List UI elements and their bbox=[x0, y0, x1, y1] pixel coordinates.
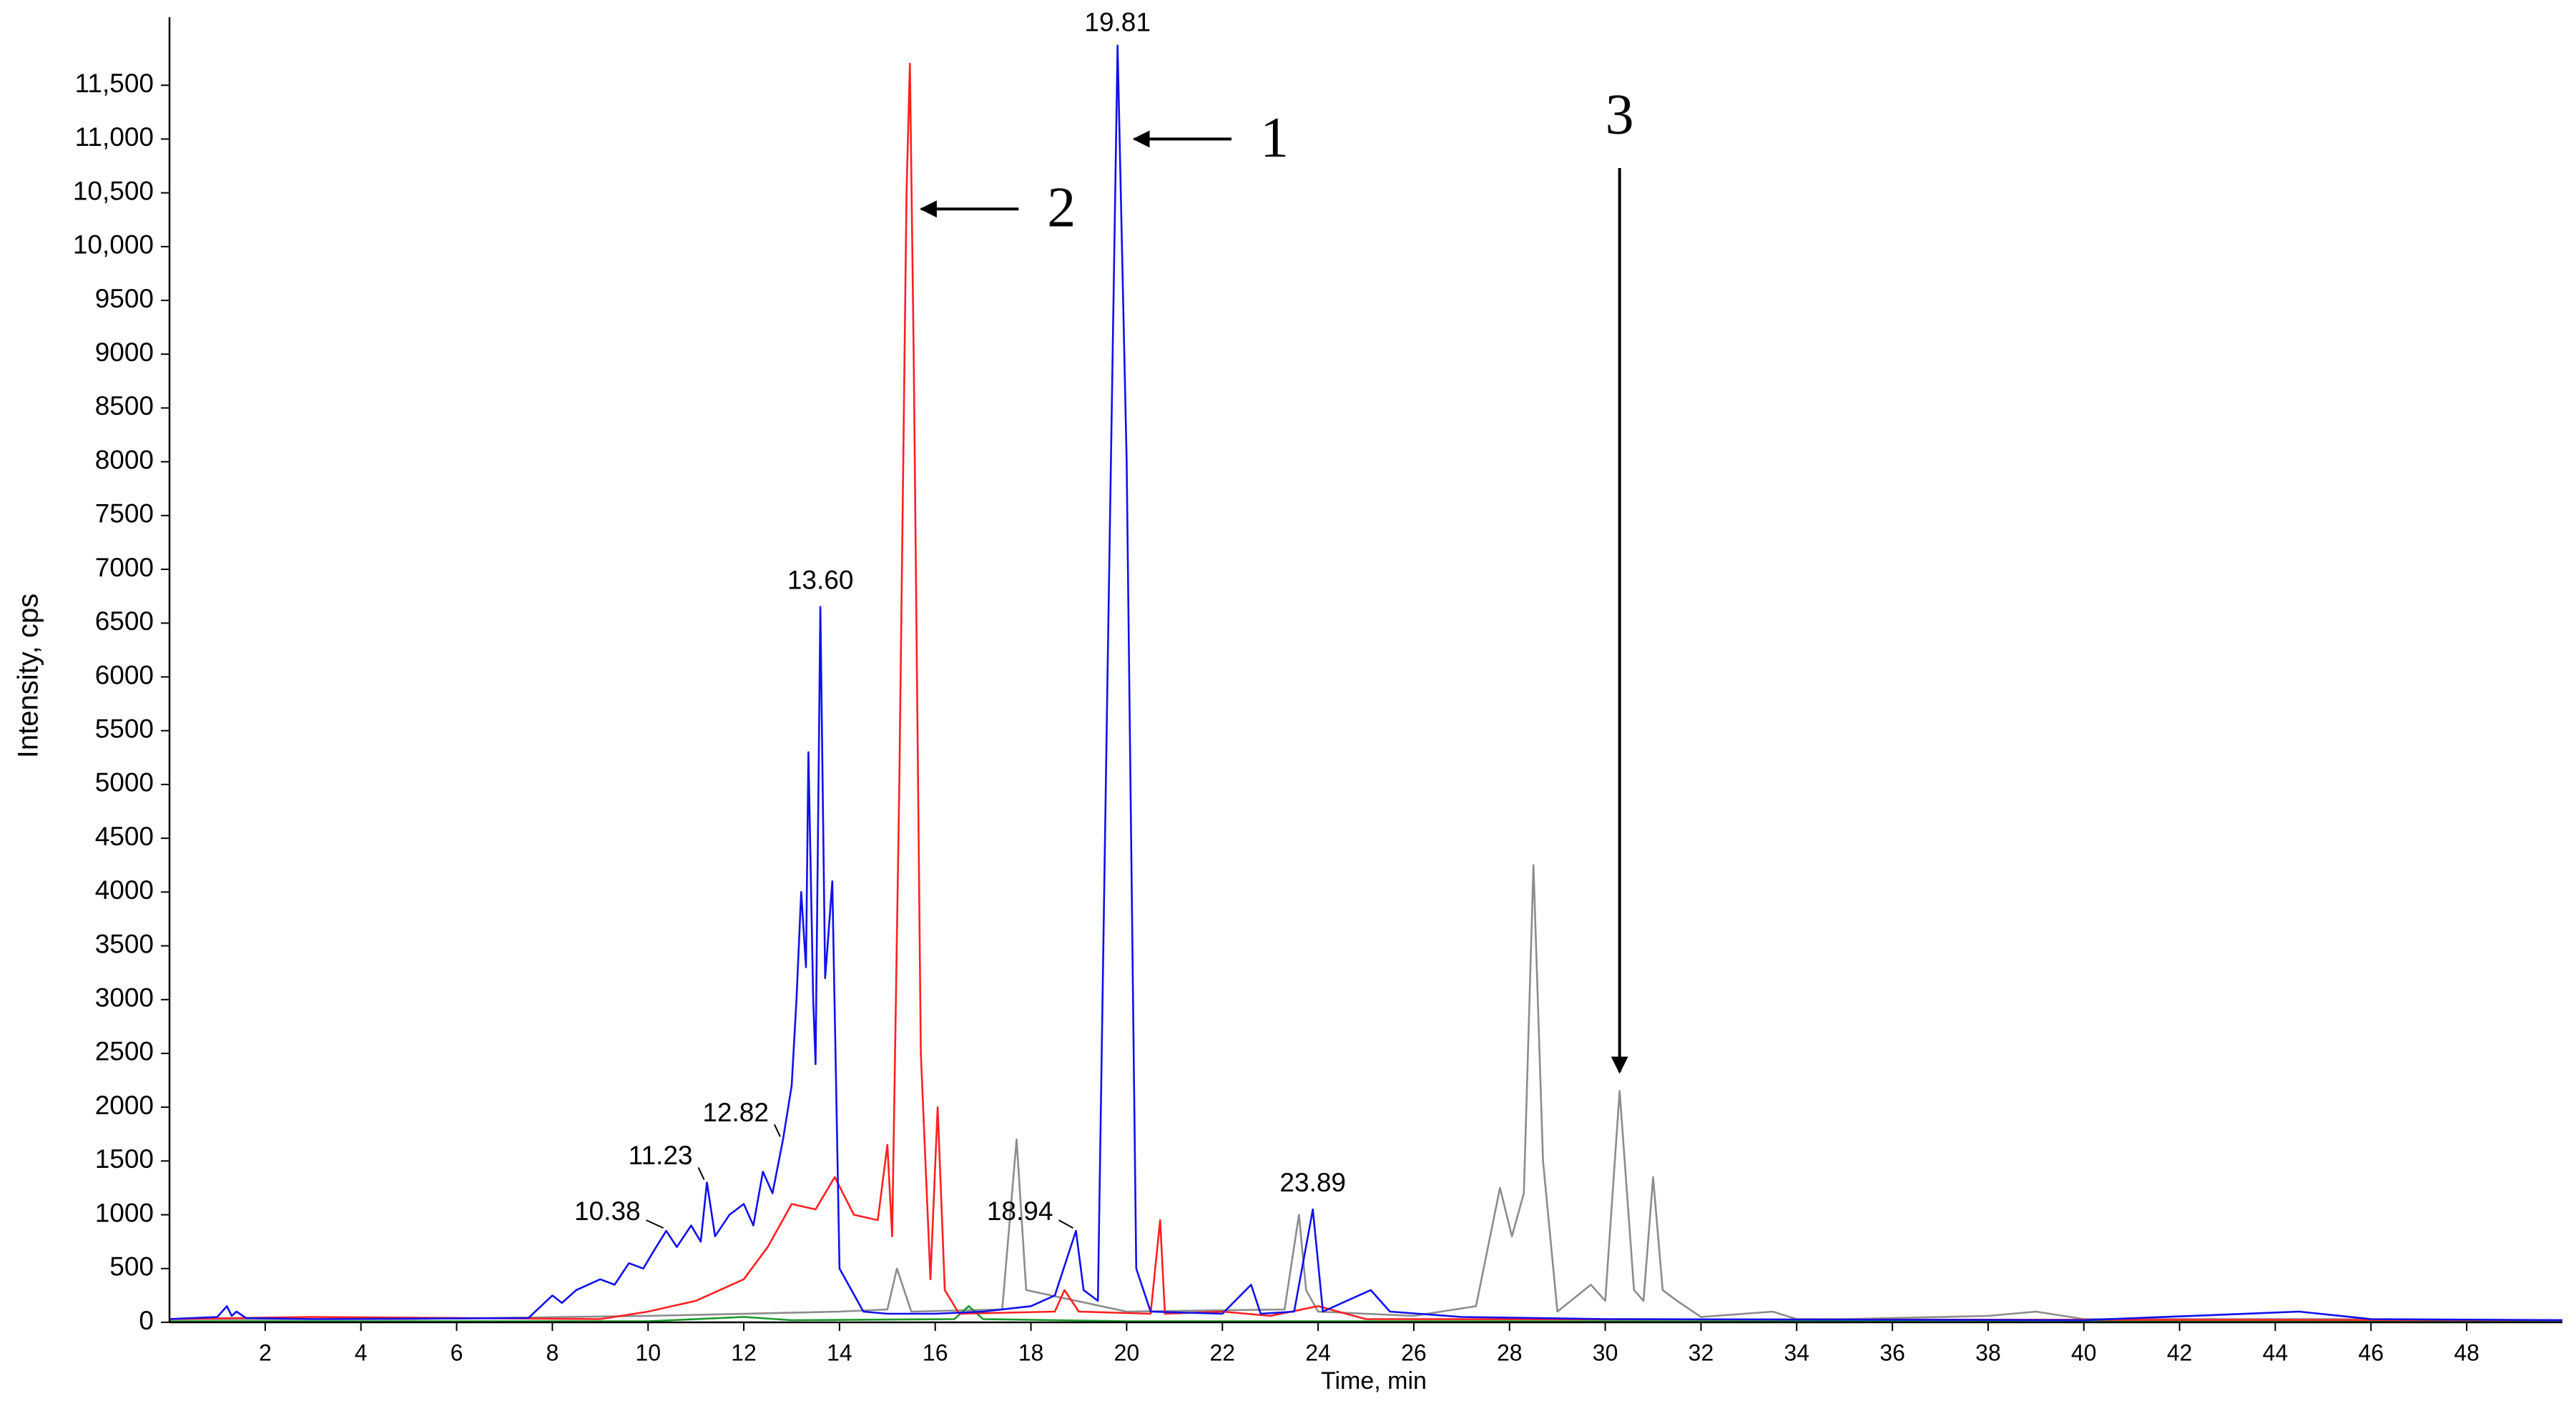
y-tick-label: 1000 bbox=[95, 1198, 154, 1227]
series-line bbox=[169, 864, 2563, 1322]
x-tick-label: 30 bbox=[1593, 1339, 1618, 1365]
x-tick-label: 14 bbox=[827, 1339, 852, 1365]
y-tick-label: 7000 bbox=[95, 553, 154, 582]
x-tick-label: 38 bbox=[1975, 1339, 2001, 1365]
series-line bbox=[169, 62, 2563, 1322]
y-tick-label: 9000 bbox=[95, 338, 154, 367]
x-tick-label: 18 bbox=[1018, 1339, 1044, 1365]
x-tick-label: 24 bbox=[1305, 1339, 1331, 1365]
callout-label: 2 bbox=[1047, 177, 1076, 240]
peak-label: 18.94 bbox=[987, 1196, 1053, 1226]
x-tick-label: 32 bbox=[1688, 1339, 1714, 1365]
x-tick-label: 22 bbox=[1209, 1339, 1235, 1365]
y-tick-label: 11,000 bbox=[75, 122, 154, 152]
x-tick-label: 16 bbox=[923, 1339, 948, 1365]
peak-leader bbox=[774, 1124, 781, 1137]
y-tick-label: 2000 bbox=[95, 1091, 154, 1120]
y-tick-label: 8000 bbox=[95, 445, 154, 474]
peak-label: 11.23 bbox=[629, 1141, 693, 1170]
peak-label: 10.38 bbox=[574, 1196, 641, 1226]
peak-leader bbox=[1058, 1219, 1073, 1229]
y-tick-label: 0 bbox=[139, 1306, 154, 1335]
y-tick-label: 10,000 bbox=[73, 230, 154, 260]
x-tick-label: 28 bbox=[1497, 1339, 1523, 1365]
y-tick-label: 500 bbox=[109, 1252, 154, 1282]
peak-leader bbox=[646, 1219, 664, 1229]
x-tick-label: 6 bbox=[451, 1339, 463, 1365]
series-line bbox=[169, 1305, 2562, 1322]
x-tick-label: 12 bbox=[731, 1339, 757, 1365]
y-tick-label: 6500 bbox=[95, 606, 154, 636]
y-tick-label: 4500 bbox=[95, 822, 154, 851]
x-tick-label: 46 bbox=[2359, 1339, 2384, 1365]
x-tick-label: 40 bbox=[2071, 1339, 2097, 1365]
y-tick-label: 1500 bbox=[95, 1144, 154, 1174]
x-tick-label: 48 bbox=[2454, 1339, 2479, 1365]
x-tick-label: 44 bbox=[2263, 1339, 2289, 1365]
x-tick-label: 2 bbox=[259, 1339, 272, 1365]
x-tick-label: 4 bbox=[355, 1339, 368, 1365]
x-tick-label: 10 bbox=[635, 1339, 661, 1365]
y-tick-label: 5500 bbox=[95, 714, 154, 743]
callout-label: 1 bbox=[1260, 107, 1289, 169]
y-tick-label: 2500 bbox=[95, 1037, 154, 1066]
peak-label: 23.89 bbox=[1279, 1168, 1346, 1197]
callout-label: 3 bbox=[1606, 83, 1634, 146]
x-tick-label: 36 bbox=[1879, 1339, 1905, 1365]
x-tick-label: 42 bbox=[2167, 1339, 2193, 1365]
x-tick-label: 8 bbox=[546, 1339, 559, 1365]
peak-label: 13.60 bbox=[787, 566, 854, 595]
y-tick-label: 3000 bbox=[95, 983, 154, 1013]
peak-leader bbox=[697, 1167, 705, 1180]
peak-label: 19.81 bbox=[1084, 7, 1151, 36]
y-tick-label: 6000 bbox=[95, 660, 154, 689]
y-tick-label: 10,500 bbox=[73, 176, 154, 205]
x-tick-label: 34 bbox=[1784, 1339, 1809, 1365]
y-tick-label: 11,500 bbox=[75, 69, 154, 98]
y-tick-label: 5000 bbox=[95, 768, 154, 797]
y-tick-label: 3500 bbox=[95, 929, 154, 958]
peak-label: 12.82 bbox=[702, 1098, 769, 1127]
y-tick-label: 7500 bbox=[95, 499, 154, 529]
y-tick-label: 8500 bbox=[95, 391, 154, 421]
x-tick-label: 20 bbox=[1114, 1339, 1140, 1365]
y-tick-label: 9500 bbox=[95, 284, 154, 313]
x-tick-label: 26 bbox=[1401, 1339, 1427, 1365]
y-axis-label: Intensity, cps bbox=[13, 594, 44, 758]
y-tick-label: 4000 bbox=[95, 875, 154, 905]
series-line bbox=[169, 44, 2563, 1322]
x-axis-label: Time, min bbox=[1321, 1367, 1427, 1395]
